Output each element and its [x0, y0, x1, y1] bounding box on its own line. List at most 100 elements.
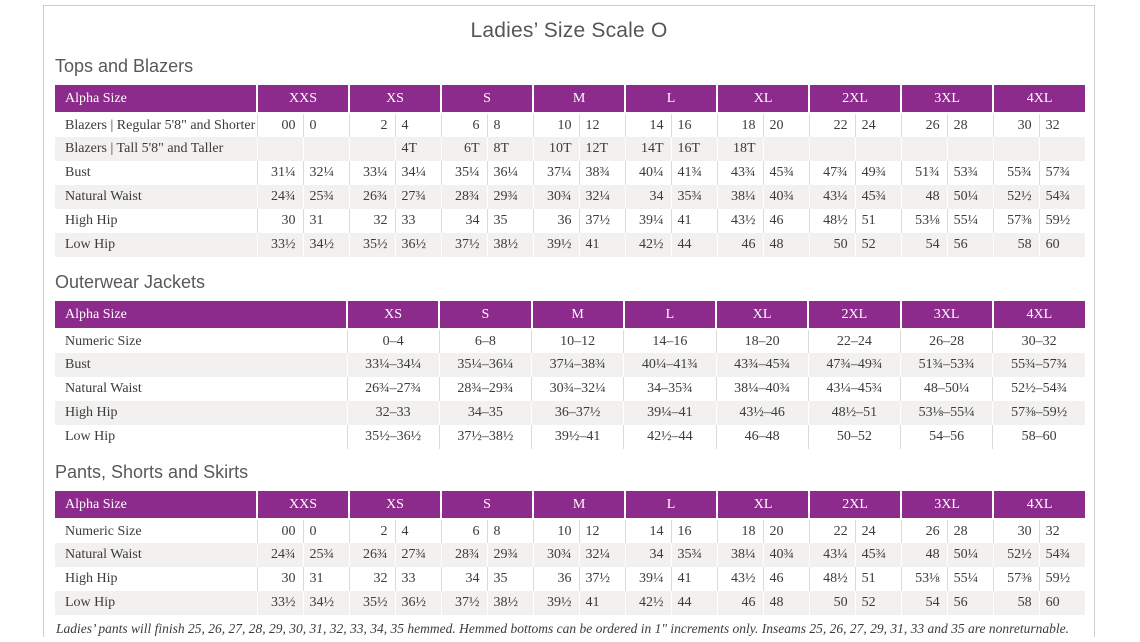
size-cell: 43¾–45¾	[716, 353, 809, 377]
size-cell: 4T	[395, 137, 442, 161]
size-cell: 33	[395, 209, 442, 233]
size-cell: 30	[993, 113, 1040, 137]
size-cell: 36	[533, 209, 580, 233]
size-group-header-3xl: 3XL	[901, 85, 995, 114]
size-cell: 28	[947, 113, 994, 137]
size-cell: 35½–36½	[347, 425, 440, 449]
table-row: Numeric Size 00 0 2 4 6 8 10 12 14 16 18 20 22 24 26 28 3…	[55, 519, 1085, 543]
size-cell: 37¼–38¾	[531, 353, 625, 377]
size-group-header-xs: XS	[349, 491, 443, 520]
size-cell: 4	[395, 113, 442, 137]
size-cell: 44	[671, 591, 718, 615]
size-cell: 27¾	[395, 185, 442, 209]
size-cell: 42½–44	[623, 425, 717, 449]
size-group-header-3xl: 3XL	[900, 301, 994, 330]
size-cell: 36	[533, 567, 580, 591]
table-row: Blazers | Regular 5'8" and Shorter 00 0 2 4 6…	[55, 113, 1085, 137]
size-cell: 24¾	[257, 543, 304, 567]
size-cell: 43¼	[809, 543, 856, 567]
size-group-header-l: L	[625, 85, 719, 114]
row-label: Bust	[55, 161, 258, 185]
size-cell: 10	[533, 113, 580, 137]
size-cell: 14–16	[623, 329, 717, 353]
size-cell: 12T	[579, 137, 626, 161]
table-row: Blazers | Tall 5'8" and Taller 4T 6T 8T 10T 1…	[55, 137, 1086, 161]
size-cell: 41	[671, 567, 718, 591]
size-cell	[809, 137, 856, 161]
size-cell: 20	[763, 519, 810, 543]
size-cell: 32¼	[303, 161, 350, 185]
size-cell: 31¼	[257, 161, 304, 185]
size-cell: 38½	[487, 233, 534, 257]
size-cell: 24¾	[257, 185, 304, 209]
alpha-size-header: Alpha Size	[55, 85, 258, 114]
size-cell: 48	[763, 591, 810, 615]
size-cell: 32	[349, 209, 396, 233]
size-cell: 52	[855, 233, 902, 257]
size-cell: 30–32	[1021, 333, 1057, 349]
size-cell: 30	[257, 567, 304, 591]
size-cell: 46	[763, 567, 810, 591]
size-cell: 48	[901, 185, 948, 209]
size-cell: 16T	[671, 137, 718, 161]
size-group-header-2xl: 2XL	[809, 491, 903, 520]
size-cell: 55¾	[993, 161, 1040, 185]
size-cell	[257, 137, 304, 161]
size-cell: 26¾	[349, 185, 396, 209]
size-cell: 00	[257, 519, 304, 543]
size-cell: 52½	[993, 185, 1040, 209]
size-cell: 37½	[579, 209, 626, 233]
size-cell: 38¾	[579, 161, 626, 185]
pants-shorts-skirts-table: Alpha Size XXS XS S M L XL 2XL 3XL 4XL Numeric Siz…	[55, 491, 1086, 615]
size-cell: 8	[487, 113, 534, 137]
size-cell: 10T	[533, 137, 580, 161]
size-cell: 32¼	[579, 543, 626, 567]
size-cell: 14	[625, 519, 672, 543]
size-group-header-m: M	[533, 85, 627, 114]
size-cell: 37¼	[533, 161, 580, 185]
size-cell: 40¾	[763, 543, 810, 567]
size-cell: 38½	[487, 591, 534, 615]
size-cell: 22–24	[808, 329, 902, 353]
size-cell: 2	[349, 113, 396, 137]
table-row: High Hip 32–33 34–35 36–37½ 39¼–41 43½–46 48½–…	[55, 401, 1085, 425]
size-cell: 43¼–45¾	[808, 377, 902, 401]
size-cell: 54¾	[1045, 189, 1071, 204]
size-cell: 14	[625, 113, 672, 137]
size-cell: 38¼–40¾	[716, 377, 809, 401]
row-label: High Hip	[55, 209, 258, 233]
size-cell: 30	[993, 519, 1040, 543]
alpha-size-header: Alpha Size	[55, 301, 348, 330]
size-cell: 43½–46	[716, 401, 809, 425]
table-row: Bust 33¼–34¼ 35¼–36¼ 37¼–38¾ 40¼–41¾ 43¾–45¾ 4…	[55, 353, 1085, 377]
size-cell: 12	[579, 519, 626, 543]
size-group-header-xl: XL	[717, 85, 811, 114]
row-label: Natural Waist	[55, 185, 258, 209]
size-cell: 26–28	[900, 329, 994, 353]
size-cell: 43½	[717, 209, 764, 233]
section-title-pants-shorts-skirts: Pants, Shorts and Skirts	[55, 462, 249, 482]
table-row: High Hip 30 31 32 33 34 35 36 37½ 39¼ 41 43½ 46 48½ 51…	[55, 209, 1085, 233]
size-cell: 59½	[1045, 571, 1071, 586]
size-cell: 57⅜	[993, 209, 1040, 233]
size-cell: 49¾	[855, 161, 902, 185]
size-cell: 30¾	[533, 185, 580, 209]
size-cell: 0–4	[347, 329, 440, 353]
size-cell: 53⅛	[901, 567, 948, 591]
size-cell: 33½	[257, 233, 304, 257]
size-cell: 45¾	[855, 185, 902, 209]
section-title-outerwear-jackets: Outerwear Jackets	[55, 272, 206, 292]
row-label: Low Hip	[55, 591, 258, 615]
size-cell: 48	[901, 543, 948, 567]
size-cell: 41	[579, 233, 626, 257]
size-cell: 33	[395, 567, 442, 591]
size-cell: 57¾	[1045, 165, 1071, 180]
size-cell: 53⅛	[901, 209, 948, 233]
size-cell: 41	[579, 591, 626, 615]
size-cell: 55¼	[947, 567, 994, 591]
table-row: Natural Waist 24¾ 25¾ 26¾ 27¾ 28¾ 29¾ 30¾ 32¼ 34 3…	[55, 543, 1086, 567]
size-cell: 26¾	[349, 543, 396, 567]
size-cell: 28¾–29¾	[439, 377, 533, 401]
size-cell: 50	[809, 233, 856, 257]
size-cell: 51¾	[901, 161, 948, 185]
